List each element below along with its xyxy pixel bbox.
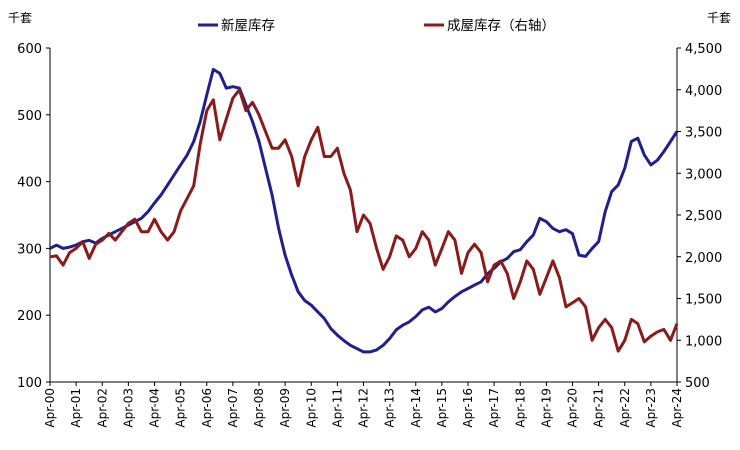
left-axis-ticks: 100 200 300 400 500 600 [17, 42, 50, 391]
x-tick-label: Apr-00 [43, 388, 57, 428]
x-tick-label: Apr-20 [566, 388, 580, 428]
x-tick-label: Apr-08 [252, 388, 266, 428]
x-tick-label: Apr-14 [409, 388, 423, 428]
x-axis-ticks: Apr-00 Apr-01 Apr-02 Apr-03 Apr-04 Apr-05 Apr-… [43, 382, 684, 428]
right-tick-label: 4,500 [685, 42, 722, 57]
right-tick-label: 4,000 [685, 84, 722, 99]
left-tick-label: 600 [17, 42, 42, 57]
legend-item-existing-home-inventory: 成屋库存（右轴） [424, 18, 555, 34]
x-tick-label: Apr-18 [513, 388, 527, 428]
x-tick-label: Apr-11 [330, 388, 344, 428]
series-line-existing-home-inventory [49, 88, 679, 353]
left-tick-label: 300 [17, 242, 42, 257]
right-tick-label: 2,000 [685, 251, 722, 266]
left-tick-label: 500 [17, 109, 42, 124]
right-axis-ticks: 500 1,000 1,500 2,000 2,500 3,000 3,500 4,000 4,… [677, 42, 722, 391]
x-tick-label: Apr-15 [435, 388, 449, 428]
x-tick-label: Apr-22 [618, 388, 632, 428]
x-tick-label: Apr-17 [487, 388, 501, 428]
right-tick-label: 1,500 [685, 293, 722, 308]
series-line-new-home-inventory [49, 67, 679, 354]
x-tick-label: Apr-09 [278, 388, 292, 428]
x-tick-label: Apr-24 [670, 388, 684, 428]
left-tick-label: 100 [17, 376, 42, 391]
x-tick-label: Apr-12 [357, 388, 371, 428]
right-tick-label: 3,000 [685, 167, 722, 182]
legend-label-existing-home-inventory: 成屋库存（右轴） [447, 18, 555, 34]
x-tick-label: Apr-23 [644, 388, 658, 428]
right-tick-label: 1,000 [685, 334, 722, 349]
x-tick-label: Apr-10 [304, 388, 318, 428]
x-tick-label: Apr-21 [592, 388, 606, 428]
left-axis-unit: 千套 [8, 11, 32, 25]
legend-label-new-home-inventory: 新屋库存 [221, 18, 275, 34]
x-tick-label: Apr-06 [200, 388, 214, 428]
x-tick-label: Apr-02 [95, 388, 109, 428]
x-tick-label: Apr-01 [69, 388, 83, 428]
x-tick-label: Apr-04 [148, 388, 162, 428]
right-axis-unit: 千套 [707, 11, 731, 25]
right-tick-label: 3,500 [685, 126, 722, 141]
legend-item-new-home-inventory: 新屋库存 [198, 18, 275, 34]
right-tick-label: 2,500 [685, 209, 722, 224]
x-tick-label: Apr-16 [461, 388, 475, 428]
x-tick-label: Apr-05 [174, 388, 188, 428]
plot-area: 100 200 300 400 500 600 500 1,000 1,500 2,000 2,5… [17, 42, 722, 428]
x-tick-label: Apr-07 [226, 388, 240, 428]
x-tick-label: Apr-13 [383, 388, 397, 428]
left-tick-label: 400 [17, 176, 42, 191]
left-tick-label: 200 [17, 309, 42, 324]
x-tick-label: Apr-19 [539, 388, 553, 428]
x-tick-label: Apr-03 [121, 388, 135, 428]
right-tick-label: 500 [685, 376, 710, 391]
series-lines [49, 67, 679, 354]
legend: 新屋库存 成屋库存（右轴） [198, 18, 555, 34]
